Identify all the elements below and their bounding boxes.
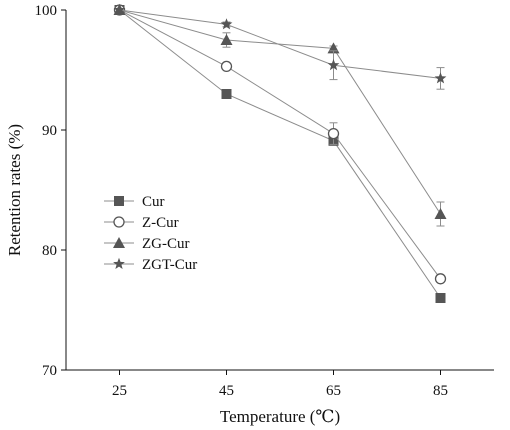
x-tick-label: 65 — [326, 383, 341, 399]
legend-marker — [114, 196, 124, 206]
series-layer — [113, 3, 447, 303]
data-point — [221, 89, 232, 99]
data-point — [435, 293, 446, 303]
series-2 — [113, 4, 447, 227]
data-point — [434, 72, 447, 84]
legend-item: Z-Cur — [104, 215, 179, 231]
x-ticks: 25 45 65 85 — [112, 370, 448, 399]
legend-marker — [113, 257, 125, 270]
x-tick-label: 25 — [112, 383, 127, 399]
x-axis-title: Temperature (℃) — [220, 407, 340, 426]
x-tick-label: 45 — [219, 383, 234, 399]
y-ticks: 70 80 90 100 — [35, 3, 66, 379]
data-point — [327, 127, 340, 140]
data-point — [220, 18, 233, 30]
series-line — [119, 9, 441, 215]
legend-label: ZGT-Cur — [142, 257, 197, 273]
data-point — [434, 273, 447, 285]
y-tick-label: 90 — [42, 123, 57, 139]
legend-marker — [113, 216, 125, 228]
legend-item: Cur — [104, 194, 165, 210]
data-point — [220, 60, 233, 73]
series-line — [119, 9, 441, 280]
legend: Cur Z-Cur ZG-Cur ZGT-Cur — [104, 194, 197, 273]
data-point — [113, 3, 126, 16]
series-3 — [113, 3, 447, 90]
y-tick-label: 80 — [42, 243, 57, 259]
y-tick-label: 70 — [42, 363, 57, 379]
series-line — [119, 9, 441, 79]
series-line — [119, 9, 441, 299]
x-tick-label: 85 — [433, 383, 448, 399]
y-tick-label: 100 — [35, 3, 58, 19]
axes — [65, 10, 494, 371]
data-point — [434, 208, 447, 219]
y-axis-title: Retention rates (%) — [5, 124, 24, 256]
data-point — [327, 59, 340, 71]
legend-item: ZGT-Cur — [104, 257, 197, 273]
legend-label: Cur — [142, 194, 165, 210]
legend-label: Z-Cur — [142, 215, 179, 231]
data-point — [220, 34, 233, 45]
legend-marker — [113, 237, 125, 248]
legend-item: ZG-Cur — [104, 236, 190, 252]
legend-label: ZG-Cur — [142, 236, 190, 252]
